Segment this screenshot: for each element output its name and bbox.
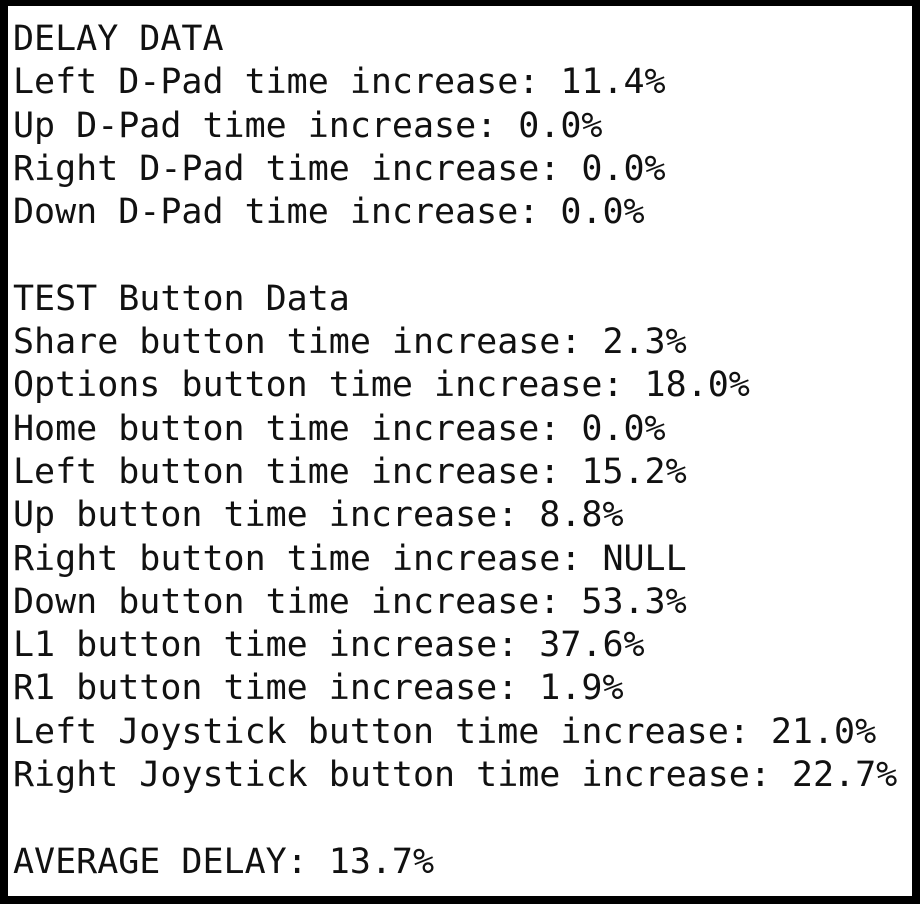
section-title: TEST Button Data xyxy=(13,278,350,319)
output-line: R1 button time increase: 1.9% xyxy=(13,668,624,709)
output-line: Right button time increase: NULL xyxy=(13,538,687,579)
blank-line xyxy=(13,797,897,840)
section-title: DELAY DATA xyxy=(13,19,224,59)
terminal-output: DELAY DATA Left D-Pad time increase: 11.4… xyxy=(13,18,897,884)
output-line: Up button time increase: 8.8% xyxy=(13,495,624,536)
output-line: L1 button time increase: 37.6% xyxy=(13,625,645,666)
output-line: Share button time increase: 2.3% xyxy=(13,322,687,363)
blank-line xyxy=(13,234,897,277)
output-line: Left Joystick button time increase: 21.0… xyxy=(13,711,877,752)
output-line: Up D-Pad time increase: 0.0% xyxy=(13,105,603,146)
output-line: Left D-Pad time increase: 11.4% xyxy=(13,62,666,103)
output-line: Down button time increase: 53.3% xyxy=(13,581,687,622)
terminal-window: DELAY DATA Left D-Pad time increase: 11.4… xyxy=(8,6,912,896)
output-line: Right Joystick button time increase: 22.… xyxy=(13,755,898,796)
output-line: Options button time increase: 18.0% xyxy=(13,365,750,406)
output-line: Down D-Pad time increase: 0.0% xyxy=(13,192,645,233)
output-line: Left button time increase: 15.2% xyxy=(13,451,687,492)
output-line: Right D-Pad time increase: 0.0% xyxy=(13,148,666,189)
output-line: Home button time increase: 0.0% xyxy=(13,408,666,449)
summary-line: AVERAGE DELAY: 13.7% xyxy=(13,841,435,882)
